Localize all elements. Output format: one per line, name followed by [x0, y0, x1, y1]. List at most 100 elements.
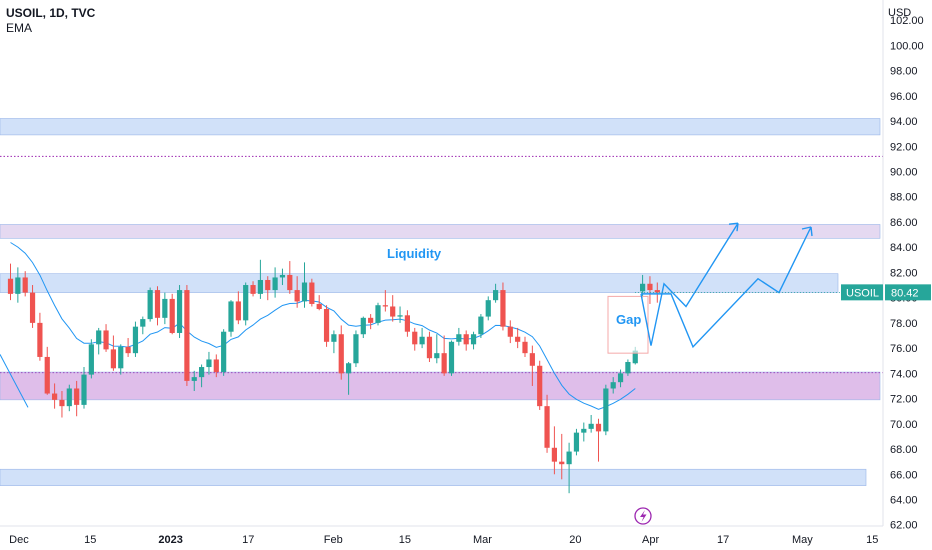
zones-layer [0, 118, 883, 486]
candle-body [22, 277, 28, 293]
candle-9 [74, 380, 80, 417]
candle-body [37, 322, 43, 357]
candle-body [7, 278, 14, 294]
candle-36 [272, 267, 278, 298]
candle-51 [382, 290, 388, 312]
price-tick-label: 86.00 [890, 217, 918, 229]
time-tick-label: 17 [717, 534, 729, 546]
candle-74 [551, 426, 557, 475]
candle-82 [610, 377, 616, 394]
candle-body [632, 350, 638, 364]
candle-2 [22, 271, 28, 297]
price-tick-label: 82.00 [890, 267, 918, 279]
gap-box [607, 295, 649, 354]
candle-14 [110, 335, 116, 371]
price-badge-value: 80.42 [891, 287, 919, 299]
price-tick-label: 102.00 [890, 15, 924, 27]
candle-15 [118, 344, 124, 375]
candle-19 [147, 287, 153, 322]
candle-body [323, 309, 330, 342]
resistance-zone-94 [0, 118, 881, 136]
legend-symbol: USOIL, 1D, TVC [6, 6, 96, 20]
candle-body [368, 317, 374, 323]
candle-body [140, 319, 146, 327]
candle-body [132, 326, 139, 354]
candle-49 [368, 314, 374, 330]
candle-6 [52, 383, 58, 409]
candle-83 [617, 369, 624, 388]
candle-35 [265, 276, 271, 301]
projection-path-2 [641, 226, 812, 349]
candle-body [588, 423, 594, 429]
candle-body [272, 277, 278, 291]
candle-body [566, 451, 572, 465]
candle-body [250, 285, 256, 294]
candle-body [265, 279, 271, 291]
candle-body [176, 290, 183, 333]
candle-47 [353, 330, 359, 368]
candle-81 [603, 384, 609, 436]
candle-24 [184, 285, 190, 386]
candle-body [287, 274, 293, 291]
candle-37 [279, 268, 286, 286]
lightning-icon[interactable] [634, 507, 652, 525]
time-tick-label: 20 [569, 534, 581, 546]
candle-39 [294, 276, 300, 308]
candle-body [184, 290, 190, 381]
time-tick-label: Apr [642, 534, 659, 546]
currency-label: USD [888, 7, 911, 19]
candle-body [199, 367, 205, 378]
candle-65 [485, 296, 491, 321]
candle-body [404, 315, 410, 332]
price-tick-label: 62.00 [890, 520, 918, 532]
time-tick-label: 15 [84, 534, 96, 546]
candle-body [96, 330, 102, 345]
candle-29 [221, 329, 227, 376]
time-tick-label: 15 [866, 534, 878, 546]
gap-label: Gap [616, 312, 641, 327]
candle-34 [257, 259, 263, 299]
candle-body [559, 461, 565, 465]
candle-body [346, 363, 352, 374]
candle-body [522, 341, 528, 354]
candle-43 [323, 305, 330, 347]
time-tick-label: Feb [324, 534, 343, 546]
candle-75 [559, 433, 565, 480]
supply-zone-85 [0, 224, 881, 239]
candle-body [448, 341, 455, 374]
candle-27 [206, 351, 212, 375]
candle-4 [37, 312, 43, 361]
price-tick-label: 72.00 [890, 394, 918, 406]
candle-body [301, 282, 308, 302]
candle-18 [140, 316, 146, 335]
candle-body [103, 330, 109, 350]
arrowhead-1 [728, 222, 739, 232]
ema-line [10, 242, 636, 410]
candle-body [419, 336, 425, 345]
price-badge: USOIL 80.42 [841, 284, 931, 301]
price-tick-label: 98.00 [890, 66, 918, 78]
candle-20 [154, 286, 161, 326]
candle-body [169, 298, 175, 333]
candle-13 [103, 324, 109, 352]
candle-body [147, 290, 153, 320]
candle-body [617, 373, 624, 383]
candle-body [235, 301, 241, 321]
time-tick-label: 17 [242, 534, 254, 546]
candle-25 [191, 370, 197, 392]
candle-body [581, 428, 587, 433]
candle-body [52, 393, 58, 400]
price-tick-label: 66.00 [890, 469, 918, 481]
candle-body [279, 274, 286, 278]
candle-64 [478, 314, 484, 339]
candle-body [412, 331, 418, 345]
candle-44 [331, 330, 337, 354]
candle-body [537, 365, 543, 407]
candle-body [110, 349, 116, 369]
candle-3 [29, 285, 36, 328]
projection-path-1 [640, 222, 739, 346]
candle-body [478, 316, 484, 335]
candle-body [243, 285, 249, 321]
candle-26 [199, 364, 205, 388]
